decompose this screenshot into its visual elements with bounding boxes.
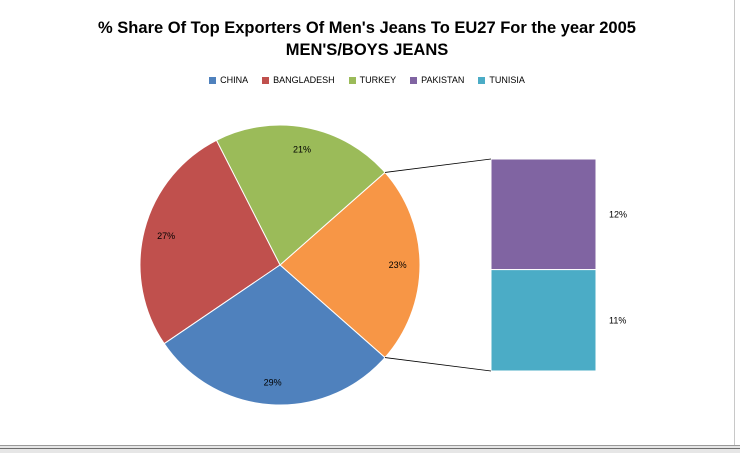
data-label-tunisia: 11%	[609, 315, 626, 325]
window-bottom-line	[0, 448, 740, 449]
data-label-china: 29%	[264, 377, 282, 387]
legend-swatch	[478, 76, 486, 84]
legend-item-china: CHINA	[209, 75, 248, 85]
legend-label: PAKISTAN	[421, 75, 465, 85]
window-bottom-edge	[0, 445, 740, 453]
pie-slice-turkey	[215, 124, 386, 266]
legend-item-pakistan: PAKISTAN	[410, 75, 464, 85]
bar-segment-pakistan	[490, 158, 597, 271]
legend: CHINA BANGLADESH TURKEY PAKISTAN TUNISIA	[0, 75, 734, 85]
legend-item-bangladesh: BANGLADESH	[262, 75, 335, 85]
connector-line-bottom	[384, 357, 492, 372]
legend-item-turkey: TURKEY	[348, 75, 397, 85]
legend-label: BANGLADESH	[273, 75, 335, 85]
pie-slice-bangladesh	[139, 139, 281, 345]
legend-label: TURKEY	[359, 75, 397, 85]
chart-title: % Share Of Top Exporters Of Men's Jeans …	[98, 19, 636, 37]
legend-swatch	[209, 76, 217, 84]
chart-area: % Share Of Top Exporters Of Men's Jeans …	[0, 0, 735, 445]
data-label-pakistan: 12%	[609, 209, 627, 219]
pie-slice-china	[163, 264, 386, 406]
data-label-bangladesh: 27%	[157, 231, 175, 241]
legend-label: TUNISIA	[489, 75, 525, 85]
connector-line-top	[384, 158, 492, 173]
legend-swatch	[262, 76, 270, 84]
data-label-turkey: 21%	[293, 144, 311, 154]
pie-slice-other	[279, 171, 421, 359]
data-label-other: 23%	[389, 260, 407, 270]
chart-subtitle: MEN'S/BOYS JEANS	[285, 41, 449, 59]
pie-of-bar-chart: 23% 21% 27% 29% 12% 11%	[139, 124, 627, 406]
legend-swatch	[410, 76, 418, 84]
legend-swatch	[348, 76, 356, 84]
bar-segment-tunisia	[490, 269, 597, 372]
legend-item-tunisia: TUNISIA	[478, 75, 525, 85]
legend-label: CHINA	[220, 75, 249, 85]
